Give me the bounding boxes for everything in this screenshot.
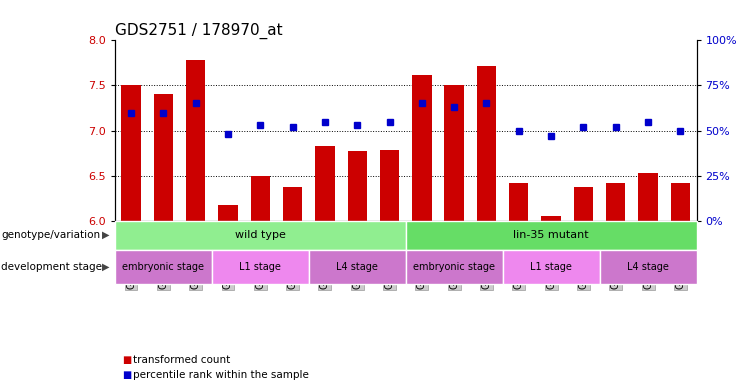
Text: embryonic stage: embryonic stage — [122, 262, 205, 272]
Text: GDS2751 / 178970_at: GDS2751 / 178970_at — [115, 23, 282, 39]
Bar — [315, 146, 335, 221]
Bar — [671, 183, 690, 221]
Text: genotype/variation: genotype/variation — [1, 230, 101, 240]
Bar — [212, 250, 309, 284]
Text: ▶: ▶ — [102, 262, 110, 272]
Text: ▶: ▶ — [102, 230, 110, 240]
Bar — [250, 176, 270, 221]
Bar — [309, 250, 406, 284]
Bar — [348, 151, 367, 221]
Bar — [115, 221, 406, 250]
Text: L1 stage: L1 stage — [530, 262, 572, 272]
Text: transformed count: transformed count — [133, 356, 230, 366]
Bar — [153, 94, 173, 221]
Bar — [599, 250, 697, 284]
Bar — [606, 183, 625, 221]
Bar — [445, 86, 464, 221]
Bar — [406, 221, 697, 250]
Text: L4 stage: L4 stage — [336, 262, 378, 272]
Text: ■: ■ — [122, 356, 131, 366]
Bar — [186, 60, 205, 221]
Text: L4 stage: L4 stage — [627, 262, 669, 272]
Text: L1 stage: L1 stage — [239, 262, 282, 272]
Bar — [574, 187, 593, 221]
Bar — [406, 250, 502, 284]
Text: ■: ■ — [122, 370, 131, 380]
Bar — [122, 86, 141, 221]
Bar — [412, 74, 431, 221]
Bar — [476, 66, 496, 221]
Bar — [542, 216, 561, 221]
Bar — [283, 187, 302, 221]
Text: lin-35 mutant: lin-35 mutant — [514, 230, 589, 240]
Bar — [502, 250, 599, 284]
Text: development stage: development stage — [1, 262, 102, 272]
Bar — [219, 205, 238, 221]
Text: wild type: wild type — [235, 230, 286, 240]
Bar — [638, 173, 658, 221]
Bar — [380, 151, 399, 221]
Bar — [115, 250, 212, 284]
Bar — [509, 183, 528, 221]
Text: percentile rank within the sample: percentile rank within the sample — [133, 370, 309, 380]
Text: embryonic stage: embryonic stage — [413, 262, 495, 272]
